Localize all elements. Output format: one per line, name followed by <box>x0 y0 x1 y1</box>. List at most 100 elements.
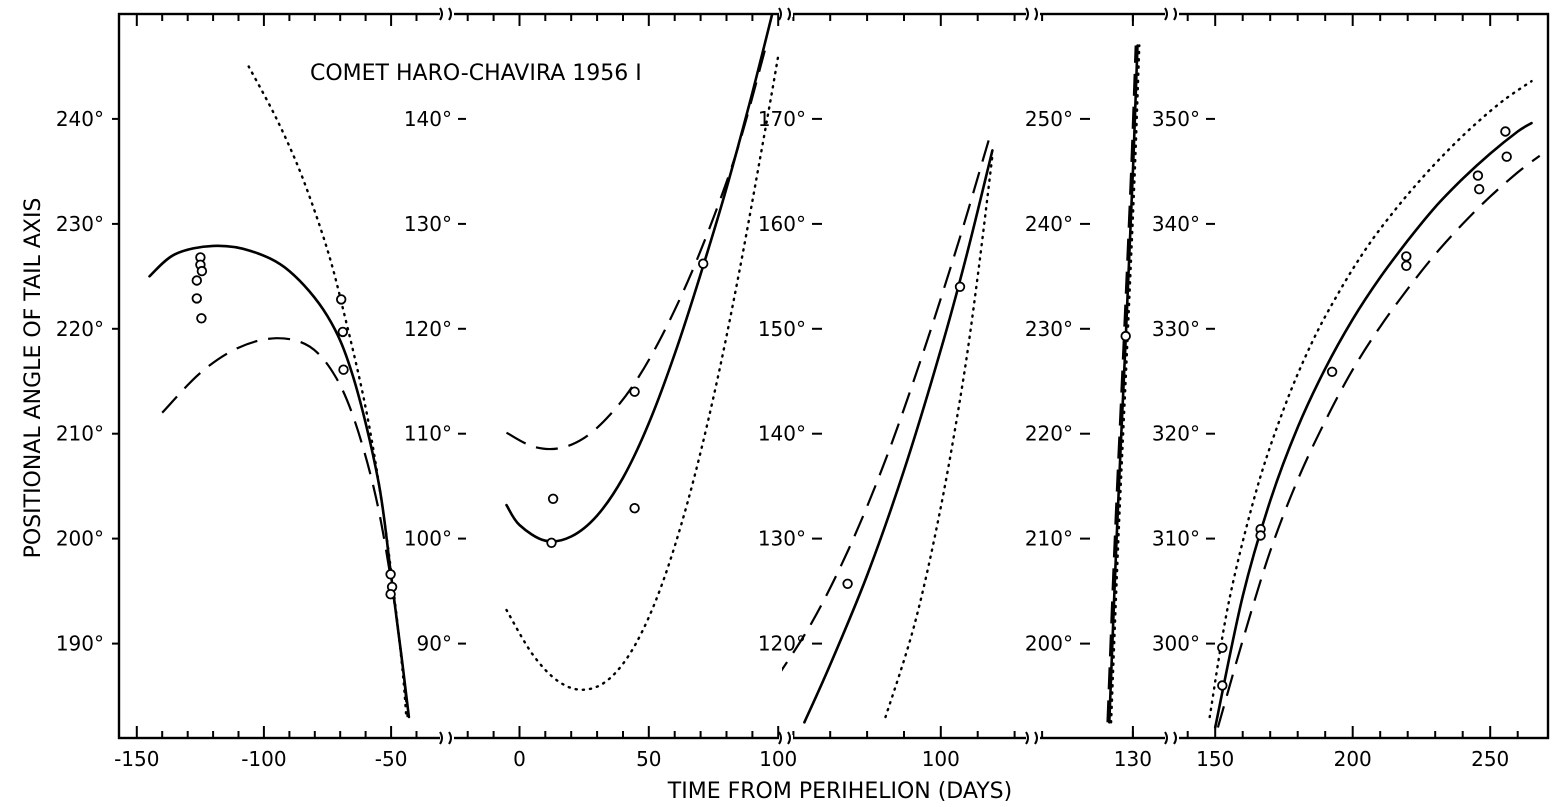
chart-title: COMET HARO-CHAVIRA 1956 I <box>310 61 642 86</box>
observation-point <box>1401 260 1412 272</box>
y-axis-label: POSITIONAL ANGLE OF TAIL AXIS <box>21 198 46 559</box>
dashed-curve-panel-3 <box>782 139 990 672</box>
observation-point <box>1501 151 1512 162</box>
y-tick-label: 100° <box>404 527 452 551</box>
axis-breaks <box>439 7 1179 745</box>
axis-break-icon <box>1164 7 1179 21</box>
axis-break-icon <box>778 731 793 745</box>
observation-point <box>629 503 640 514</box>
axis-break-icon <box>778 7 793 21</box>
y-tick-label: 300° <box>1152 632 1200 656</box>
y-tick-label: 130° <box>404 212 452 236</box>
y-tick-label: 90° <box>417 632 452 656</box>
y-tick-label: 320° <box>1152 422 1200 446</box>
observation-point <box>954 281 966 293</box>
observation-point <box>336 294 347 305</box>
y-tick-label: 330° <box>1152 317 1200 341</box>
y-tick-label: 170° <box>758 107 806 131</box>
observation-point <box>196 313 207 324</box>
y-tick-label: 230° <box>56 212 104 236</box>
ticks: 190° 200° 210° 220° 230° 240° 90° 100° 110° 120° 1… <box>56 14 1519 771</box>
dotted-curve-panel-4 <box>1109 44 1141 724</box>
y-tick-label: 140° <box>404 107 452 131</box>
x-axis-label: TIME FROM PERIHELION (DAYS) <box>667 779 1012 804</box>
y-tick-label: 230° <box>1025 317 1073 341</box>
dotted-curve-panel-1 <box>247 65 408 719</box>
observation-point <box>1255 530 1266 541</box>
observation-point <box>191 293 203 304</box>
solid-curve-panel-1 <box>148 244 411 719</box>
observation-point <box>1120 330 1131 342</box>
dashed-curve-panel-2 <box>505 48 767 451</box>
y-tick-label: 190° <box>56 632 104 656</box>
axis-break-icon <box>1025 731 1040 745</box>
observation-point <box>547 493 559 505</box>
axis-break-icon <box>1164 731 1179 745</box>
observation-point <box>1472 170 1484 181</box>
y-tick-label: 120° <box>758 632 806 656</box>
axis-break-icon <box>1025 7 1040 21</box>
dotted-curve-panel-2 <box>505 54 780 691</box>
x-tick-label: 250 <box>1471 747 1509 771</box>
x-tick-label: 0 <box>513 747 526 771</box>
observation-point <box>1326 366 1338 378</box>
axis-break-icon <box>439 731 454 745</box>
curves <box>148 14 1541 729</box>
x-tick-label: -50 <box>375 747 408 771</box>
y-tick-label: 220° <box>56 317 104 341</box>
x-tick-label: 100 <box>759 747 797 771</box>
y-tick-label: 350° <box>1152 107 1200 131</box>
y-tick-label: 220° <box>1025 422 1073 446</box>
y-tick-label: 120° <box>404 317 452 341</box>
x-tick-label: -150 <box>114 747 159 771</box>
observation-point <box>546 537 557 549</box>
x-tick-label: -100 <box>241 747 286 771</box>
dashed-curve-panel-5 <box>1216 154 1541 728</box>
x-tick-label: 130 <box>1114 747 1152 771</box>
observation-point <box>191 275 203 286</box>
x-tick-label: 50 <box>636 747 661 771</box>
axis-break-icon <box>439 7 454 21</box>
solid-curve-panel-4 <box>1108 44 1139 724</box>
observation-point <box>385 589 396 600</box>
observation-point <box>1500 126 1511 137</box>
y-tick-label: 340° <box>1152 212 1200 236</box>
x-tick-label: 150 <box>1196 747 1234 771</box>
solid-curve-panel-5 <box>1213 121 1533 729</box>
y-tick-label: 210° <box>56 422 104 446</box>
y-tick-label: 200° <box>56 527 104 551</box>
observations <box>191 126 1512 691</box>
observation-point <box>338 364 349 375</box>
dashed-curve-panel-4 <box>1106 45 1137 723</box>
observation-point <box>1401 251 1412 262</box>
y-tick-label: 130° <box>758 527 806 551</box>
dashed-curve-panel-1 <box>161 337 409 718</box>
observation-point <box>1217 642 1228 654</box>
solid-curve-panel-3 <box>803 149 994 724</box>
y-tick-label: 240° <box>56 107 104 131</box>
observation-point <box>385 569 396 580</box>
y-tick-label: 210° <box>1025 527 1073 551</box>
observation-point <box>196 265 208 277</box>
solid-curve-panel-2 <box>505 14 774 543</box>
dotted-curve-panel-5 <box>1208 80 1533 719</box>
y-tick-label: 140° <box>758 422 806 446</box>
observation-point <box>337 326 349 338</box>
x-tick-label: 100 <box>922 747 960 771</box>
plot-frame <box>117 12 1550 740</box>
observation-point <box>1473 183 1485 195</box>
y-tick-label: 160° <box>758 212 806 236</box>
dotted-curve-panel-3 <box>884 154 994 719</box>
observation-point <box>1217 680 1228 691</box>
y-tick-label: 110° <box>404 422 452 446</box>
y-tick-label: 240° <box>1025 212 1073 236</box>
observation-point <box>698 258 709 269</box>
y-tick-label: 200° <box>1025 632 1073 656</box>
y-tick-label: 250° <box>1025 107 1073 131</box>
observation-point <box>629 386 640 397</box>
x-tick-label: 200 <box>1334 747 1372 771</box>
observation-point <box>842 578 853 590</box>
y-tick-label: 310° <box>1152 527 1200 551</box>
y-tick-label: 150° <box>758 317 806 341</box>
